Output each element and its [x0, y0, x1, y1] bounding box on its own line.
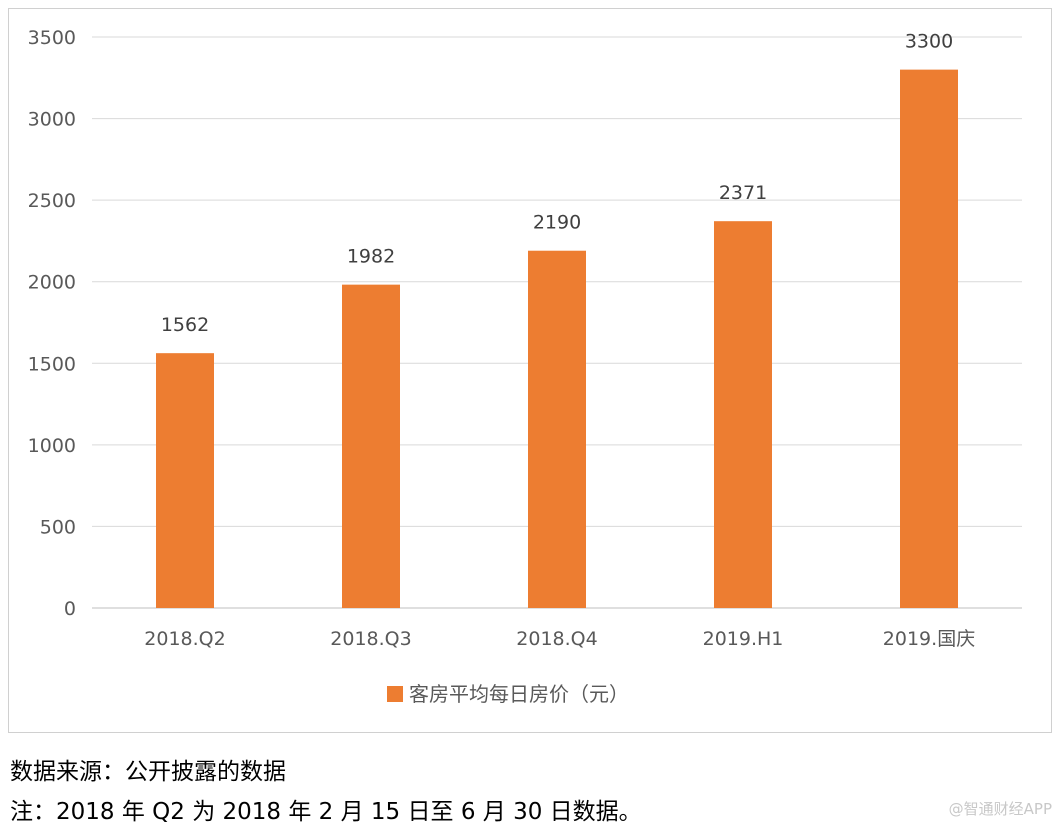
y-tick-label: 0 — [64, 598, 76, 620]
y-tick-label: 500 — [40, 516, 76, 538]
bar — [156, 353, 214, 608]
bar-chart: 0 500 1000 1500 2000 2500 3000 3500 1562 2018.Q2 1… — [28, 27, 1022, 706]
y-tick-label: 3000 — [28, 109, 76, 131]
y-tick-label: 2000 — [28, 272, 76, 294]
x-tick-label: 2018.Q3 — [330, 628, 411, 650]
legend-swatch — [387, 686, 403, 702]
watermark: @智通财经APP — [948, 800, 1052, 818]
bar — [528, 250, 586, 608]
x-tick-label: 2018.Q4 — [516, 628, 597, 650]
x-tick-label: 2019.H1 — [703, 628, 784, 650]
y-tick-label: 2500 — [28, 190, 76, 212]
bar — [342, 284, 400, 608]
data-label: 1982 — [347, 246, 395, 268]
y-tick-label: 3500 — [28, 27, 76, 49]
data-label: 3300 — [905, 31, 953, 53]
data-label: 1562 — [161, 314, 209, 336]
y-tick-label: 1000 — [28, 435, 76, 457]
bar — [900, 69, 958, 609]
chart-frame — [8, 8, 1052, 733]
source-note: 数据来源：公开披露的数据 — [10, 759, 286, 785]
x-tick-label: 2019.国庆 — [883, 628, 975, 650]
footnote: 注：2018 年 Q2 为 2018 年 2 月 15 日至 6 月 30 日数… — [10, 799, 642, 825]
x-tick-label: 2018.Q2 — [144, 628, 225, 650]
legend-label: 客房平均每日房价（元） — [409, 682, 629, 706]
bar — [714, 221, 772, 608]
data-label: 2371 — [719, 182, 767, 204]
data-label: 2190 — [533, 212, 581, 234]
y-tick-label: 1500 — [28, 353, 76, 375]
